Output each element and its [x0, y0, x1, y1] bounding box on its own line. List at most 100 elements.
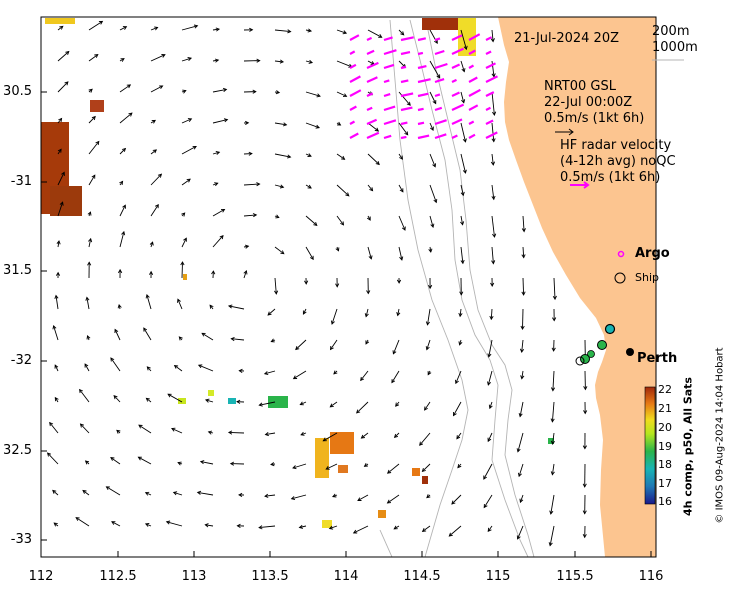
- velocity-arrow-head: [192, 145, 197, 150]
- velocity-arrow: [336, 184, 350, 197]
- radar-arrow: [417, 78, 431, 84]
- velocity-arrow: [150, 149, 157, 155]
- sst-patches: [41, 18, 554, 528]
- colorbar-tick: 18: [658, 458, 672, 471]
- radar-arrow: [366, 76, 378, 84]
- velocity-arrow-head: [549, 510, 554, 515]
- velocity-arrow-head: [307, 184, 312, 189]
- velocity-arrow: [150, 204, 159, 217]
- radar-arrow: [434, 78, 445, 84]
- velocity-arrow-head: [315, 124, 321, 129]
- radar-arrow: [485, 50, 492, 55]
- velocity-arrow-head: [154, 26, 159, 31]
- velocity-arrow: [293, 370, 307, 379]
- velocity-arrow: [54, 364, 59, 372]
- velocity-arrow: [212, 28, 220, 31]
- velocity-arrow: [550, 494, 555, 514]
- ship-marker: [604, 323, 616, 335]
- velocity-arrow: [75, 517, 90, 527]
- velocity-arrow-head: [458, 341, 463, 346]
- velocity-arrow: [487, 432, 493, 442]
- velocity-arrow-head: [341, 155, 346, 160]
- velocity-arrow-head: [395, 402, 400, 407]
- velocity-arrow: [491, 60, 495, 77]
- velocity-arrow: [453, 401, 462, 416]
- colorbar-tick: 19: [658, 440, 672, 453]
- velocity-arrow-head: [149, 241, 154, 246]
- velocity-arrow-head: [85, 296, 90, 301]
- velocity-arrow-head: [335, 283, 340, 288]
- velocity-arrow: [336, 91, 347, 97]
- velocity-arrow-head: [425, 321, 430, 326]
- x-tick-label: 113: [181, 569, 207, 584]
- radar-arrow: [417, 37, 427, 42]
- velocity-arrow-head: [421, 528, 427, 532]
- velocity-arrow: [519, 401, 524, 417]
- velocity-arrow: [265, 432, 276, 436]
- velocity-arrow: [52, 490, 59, 496]
- colorbar-tick: 22: [658, 383, 672, 396]
- velocity-arrow-head: [121, 147, 127, 152]
- radar-arrow: [383, 49, 397, 56]
- velocity-arrow-head: [550, 471, 555, 476]
- ship-legend-label: Ship: [635, 271, 659, 284]
- velocity-arrow: [331, 308, 338, 325]
- velocity-arrow: [330, 401, 338, 408]
- velocity-arrow-head: [110, 457, 115, 461]
- velocity-arrow-head: [221, 208, 226, 213]
- velocity-arrow-head: [463, 45, 468, 51]
- velocity-arrow-head: [516, 448, 521, 453]
- velocity-arrow: [150, 54, 166, 62]
- velocity-arrow-head: [120, 58, 125, 62]
- velocity-arrow: [329, 525, 338, 530]
- velocity-arrow: [522, 215, 525, 232]
- velocity-arrow: [489, 401, 493, 409]
- velocity-arrow-head: [488, 404, 493, 410]
- velocity-arrow: [274, 246, 285, 255]
- velocity-arrow-head: [84, 460, 90, 465]
- colorbar-tick: 17: [658, 477, 672, 490]
- velocity-arrow: [360, 370, 369, 381]
- velocity-arrow-head: [126, 84, 132, 89]
- velocity-arrow-head: [161, 54, 166, 58]
- drifter-marker: [597, 340, 607, 350]
- velocity-arrow: [491, 91, 495, 116]
- velocity-arrow: [330, 339, 338, 350]
- velocity-arrow: [205, 524, 214, 527]
- velocity-arrow: [460, 246, 464, 264]
- velocity-arrow-head: [460, 259, 465, 265]
- drifter-marker: [575, 356, 585, 366]
- velocity-arrow-head: [487, 437, 492, 443]
- velocity-arrow: [367, 153, 380, 165]
- velocity-arrow: [166, 521, 183, 527]
- velocity-arrow-head: [56, 240, 61, 245]
- velocity-arrow: [143, 327, 152, 341]
- velocity-arrow: [119, 112, 133, 124]
- velocity-arrow-head: [295, 346, 300, 351]
- velocity-arrow: [212, 209, 225, 217]
- radar-arrow: [366, 131, 380, 140]
- velocity-arrow: [367, 246, 372, 260]
- velocity-arrow-head: [340, 221, 345, 226]
- velocity-arrow-head: [304, 280, 309, 285]
- velocity-arrow-head: [118, 268, 123, 274]
- velocity-arrow-head: [172, 491, 178, 496]
- velocity-arrow-head: [53, 522, 58, 527]
- velocity-arrow-head: [448, 532, 453, 537]
- velocity-arrow-head: [299, 401, 304, 406]
- y-tick-label: 31.5: [3, 263, 32, 278]
- velocity-arrow-head: [521, 291, 526, 296]
- velocity-arrow-head: [111, 521, 116, 525]
- velocity-arrow-head: [219, 234, 224, 240]
- model-legend-arrow: [555, 128, 574, 136]
- velocity-arrow-head: [183, 237, 187, 242]
- velocity-arrow-head: [325, 466, 330, 470]
- velocity-arrow: [365, 308, 369, 317]
- velocity-arrow: [483, 463, 493, 480]
- velocity-arrow: [138, 456, 152, 465]
- velocity-arrow: [387, 463, 400, 474]
- x-tick-label: 112.5: [99, 569, 137, 584]
- velocity-arrow: [201, 332, 214, 341]
- velocity-arrow-head: [401, 226, 406, 231]
- velocity-arrow: [367, 184, 373, 191]
